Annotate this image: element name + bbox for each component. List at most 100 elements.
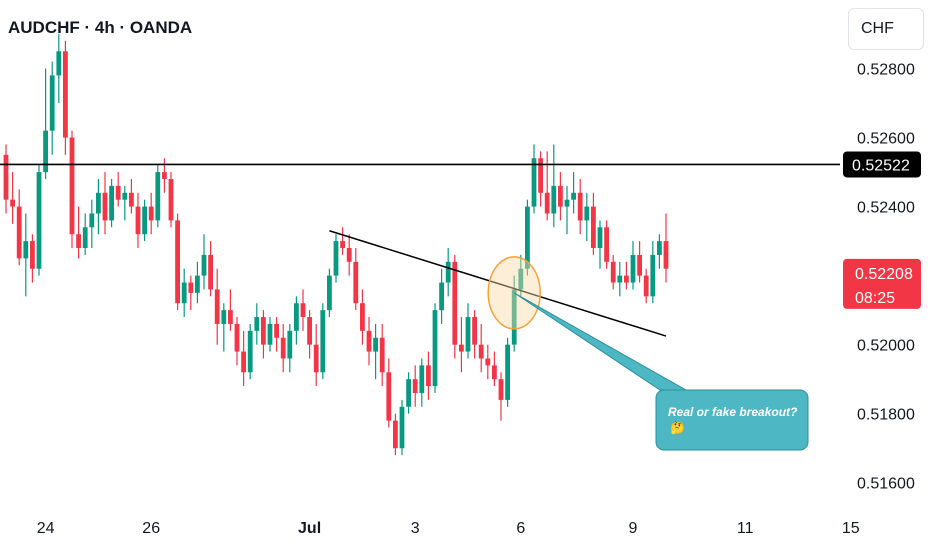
- candle: [478, 323, 484, 373]
- candle: [76, 206, 81, 259]
- candle: [82, 213, 88, 255]
- candle: [234, 317, 240, 366]
- price-badges: 0.52522 0.52208 08:25: [843, 151, 921, 309]
- candle: [195, 261, 200, 304]
- candle: [175, 213, 180, 311]
- price-tick-label: 0.52400: [857, 200, 915, 217]
- time-tick-label: Jul: [298, 520, 321, 537]
- time-tick-label: 9: [629, 520, 638, 537]
- candle: [254, 303, 260, 345]
- candle: [168, 172, 174, 228]
- callout-pointer: [513, 292, 688, 391]
- candle: [498, 372, 504, 421]
- time-axis[interactable]: 2426Jul369111517: [37, 520, 932, 537]
- candle: [333, 234, 339, 283]
- trendline[interactable]: [329, 230, 667, 337]
- candle: [155, 165, 161, 228]
- candle: [452, 254, 458, 359]
- price-tick-label: 0.52600: [857, 131, 915, 148]
- candle: [307, 310, 312, 359]
- candle: [465, 303, 471, 359]
- candle: [96, 178, 101, 235]
- candle: [577, 178, 583, 235]
- candle: [604, 220, 609, 269]
- candle: [280, 323, 286, 373]
- candle: [412, 365, 418, 407]
- candle: [109, 178, 114, 228]
- candle: [228, 289, 233, 331]
- candle: [208, 241, 213, 297]
- candle: [360, 289, 365, 345]
- candle: [148, 192, 154, 235]
- candle: [419, 358, 425, 407]
- candle: [10, 172, 15, 224]
- callout-annotation[interactable]: Real or fake breakout? 🤔: [513, 292, 809, 451]
- candle: [3, 144, 9, 214]
- time-tick-label: 24: [37, 520, 55, 537]
- candle: [89, 199, 95, 249]
- candle: [142, 199, 147, 242]
- candle: [214, 268, 220, 345]
- price-axis[interactable]: 0.51600 0.51800 0.52000 0.52400 0.52600 0.528…: [857, 62, 915, 493]
- candle: [663, 213, 669, 283]
- candle: [294, 296, 299, 345]
- candle: [472, 310, 477, 359]
- level-price-badge: 0.52522: [843, 151, 921, 178]
- candle: [69, 130, 75, 249]
- candle: [518, 254, 524, 297]
- candle: [617, 261, 623, 297]
- price-tick-label: 0.51800: [857, 407, 915, 424]
- candle: [459, 317, 464, 373]
- thinking-emoji: 🤔: [670, 421, 685, 435]
- candle: [584, 192, 590, 242]
- candle: [564, 185, 570, 235]
- price-tick-label: 0.51600: [857, 476, 915, 493]
- candle: [637, 241, 642, 283]
- candle: [445, 248, 451, 297]
- time-tick-label: 26: [142, 520, 160, 537]
- candle: [591, 192, 596, 255]
- candle: [386, 358, 392, 428]
- candles-layer: [3, 34, 669, 456]
- time-tick-label: 3: [411, 520, 420, 537]
- candle: [115, 172, 121, 207]
- candle: [650, 241, 656, 304]
- lines-layer: [0, 163, 840, 337]
- candle: [624, 261, 629, 290]
- candle: [122, 185, 128, 221]
- candle: [267, 317, 273, 352]
- candle: [439, 268, 444, 324]
- candle: [346, 234, 352, 276]
- current-price-badge: 0.52208 08:25: [843, 258, 921, 309]
- callout-box[interactable]: [655, 389, 809, 451]
- candle: [135, 192, 141, 249]
- candle: [261, 310, 266, 359]
- candle: [300, 289, 306, 331]
- candle: [558, 172, 563, 221]
- candle: [353, 248, 359, 311]
- current-price-label: 0.52208: [855, 266, 913, 283]
- candle: [373, 323, 378, 380]
- candle: [320, 303, 326, 380]
- time-tick-label: 15: [842, 520, 860, 537]
- candle: [327, 268, 332, 318]
- candle: [30, 234, 35, 283]
- candle: [538, 151, 543, 207]
- chart-title: AUDCHF · 4h · OANDA: [8, 18, 193, 37]
- candle: [426, 351, 431, 400]
- time-tick-label: 11: [737, 520, 754, 537]
- candle: [247, 323, 253, 380]
- currency-button[interactable]: CHF: [848, 8, 924, 50]
- candle: [597, 220, 603, 269]
- candle: [544, 151, 550, 221]
- candle: [492, 351, 497, 387]
- candle: [571, 172, 576, 214]
- candle: [241, 330, 246, 387]
- candle: [505, 337, 510, 407]
- candle: [162, 158, 167, 193]
- candle: [340, 227, 345, 255]
- callout-text: Real or fake breakout?: [668, 405, 798, 419]
- candle: [188, 275, 194, 311]
- price-tick-label: 0.52000: [857, 338, 915, 355]
